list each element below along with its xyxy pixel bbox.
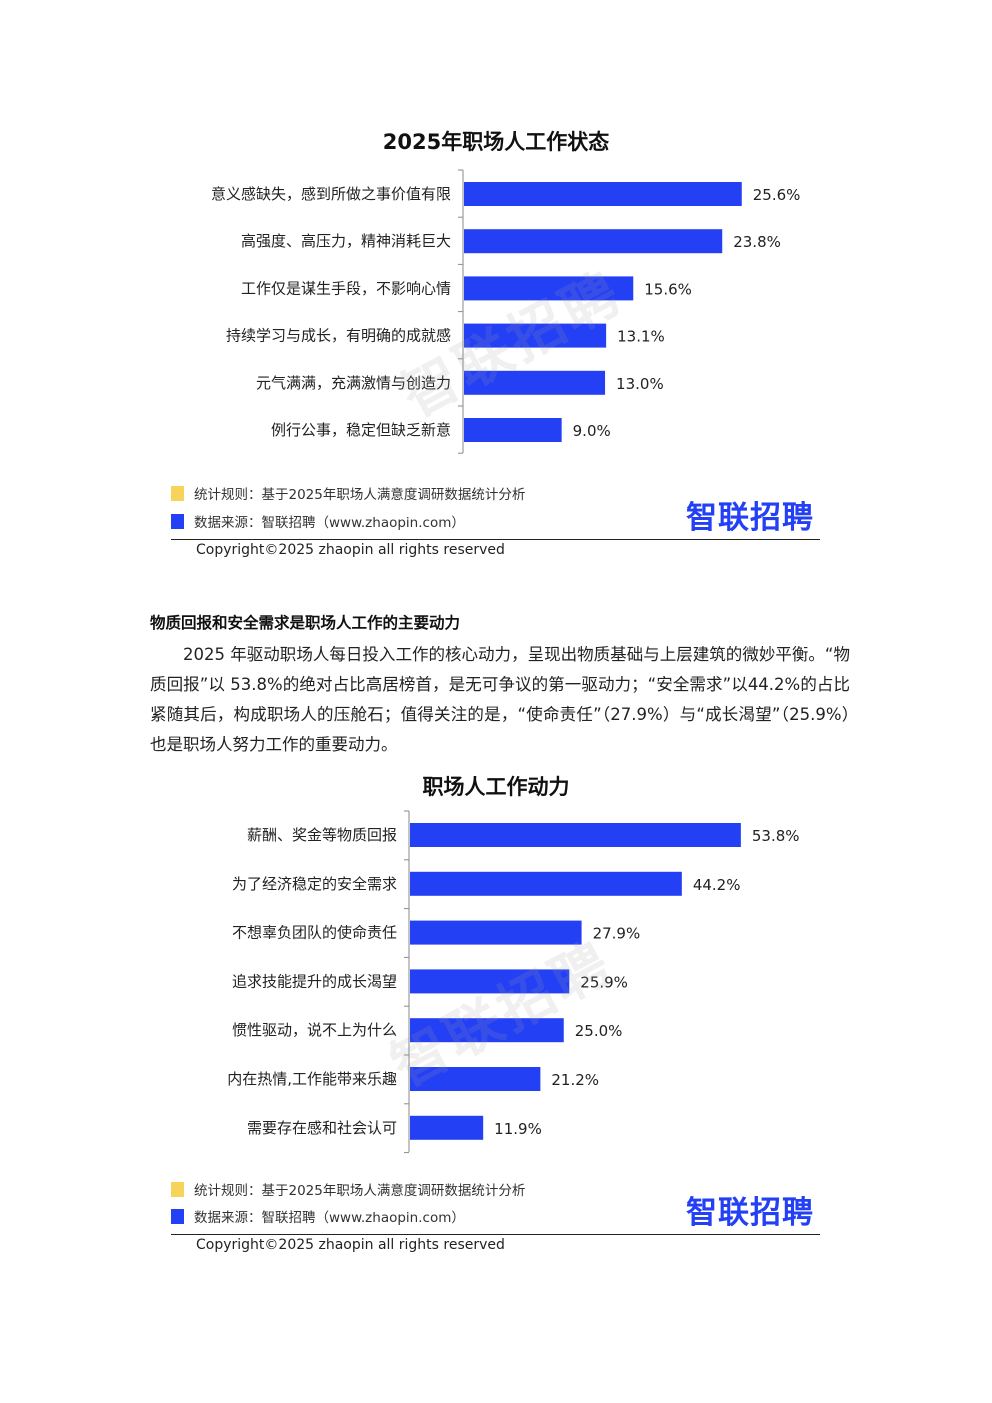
chart2-value-label: 21.2% [551,1071,599,1089]
chart2-value-label: 44.2% [693,876,741,894]
zhaopin-logo-2: 智联招聘 [686,1195,814,1231]
chart2-value-label: 53.8% [752,827,800,845]
chart1-category-label: 意义感缺失，感到所做之事价值有限 [211,185,451,203]
chart1-category-label: 元气满满，充满激情与创造力 [256,374,451,392]
footer2-source: 数据来源：智联招聘（www.zhaopin.com） [171,1206,465,1226]
chart1-bar [464,323,607,348]
chart1-category-label: 例行公事，稳定但缺乏新意 [271,421,451,439]
section-paragraph: 2025 年驱动职场人每日投入工作的核心动力，呈现出物质基础与上层建筑的微妙平衡… [150,645,850,754]
footer1-rule: 统计规则：基于2025年职场人满意度调研数据统计分析 [171,483,525,503]
chart1-bar [464,370,606,395]
chart2-bar [410,1115,484,1140]
chart2-value-label: 27.9% [593,925,641,943]
chart2-bar [410,823,741,847]
chart2-value-label: 11.9% [494,1120,542,1138]
chart2-bar [410,969,570,994]
chart1-bar [464,276,634,301]
chart1-value-label: 9.0% [573,422,611,440]
chart2-bar [410,920,582,945]
footer1-divider [171,539,820,540]
footer2-rule: 统计规则：基于2025年职场人满意度调研数据统计分析 [171,1179,525,1199]
chart1-title: 2025年职场人工作状态 [382,130,610,154]
chart1-value-label: 15.6% [644,280,692,298]
chart2-category-label: 薪酬、奖金等物质回报 [247,826,397,844]
footer2-divider [171,1234,820,1235]
chart2-category-label: 内在热情,工作能带来乐趣 [227,1070,397,1088]
yellow-square-icon [171,1181,184,1197]
footer2-copyright: Copyright©2025 zhaopin all rights reserv… [196,1237,505,1253]
section-heading: 物质回报和安全需求是职场人工作的主要动力 [150,614,461,632]
chart1-category-label: 工作仅是谋生手段，不影响心情 [241,279,451,297]
chart2-title: 职场人工作动力 [422,775,570,799]
chart1: 意义感缺失，感到所做之事价值有限 25.6% 高强度、高压力，精神消耗巨大 23.8%… [211,169,801,454]
chart1-value-label: 13.1% [617,328,665,346]
footer1-copyright: Copyright©2025 zhaopin all rights reserv… [196,542,505,558]
chart1-bar [464,182,742,206]
chart2-bar [410,871,682,896]
chart2-value-label: 25.0% [575,1022,623,1040]
chart1-value-label: 13.0% [616,375,664,393]
chart2-bar [410,1067,541,1091]
zhaopin-logo-1: 智联招聘 [686,500,814,536]
chart1-bar [464,418,562,442]
chart2-category-label: 为了经济稳定的安全需求 [232,875,397,893]
chart1-bar [464,229,723,254]
chart2-bar [410,1018,564,1043]
chart2-category-label: 惯性驱动，说不上为什么 [232,1021,397,1039]
chart2-category-label: 不想辜负团队的使命责任 [232,924,397,942]
chart1-value-label: 23.8% [733,233,781,251]
blue-square-icon [171,1208,184,1224]
chart1-category-label: 持续学习与成长，有明确的成就感 [226,327,451,345]
chart1-value-label: 25.6% [753,186,801,204]
chart2-category-label: 需要存在感和社会认可 [247,1119,397,1137]
chart1-category-label: 高强度、高压力，精神消耗巨大 [241,232,451,250]
footer1-source: 数据来源：智联招聘（www.zhaopin.com） [171,511,465,531]
yellow-square-icon [171,485,184,501]
chart2-value-label: 25.9% [580,973,628,991]
blue-square-icon [171,513,184,529]
chart2-category-label: 追求技能提升的成长渴望 [232,972,397,990]
